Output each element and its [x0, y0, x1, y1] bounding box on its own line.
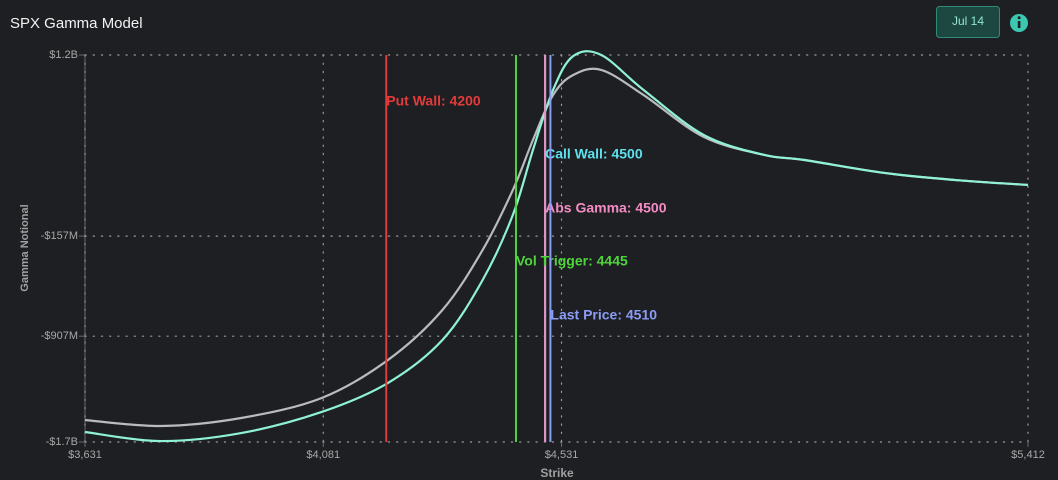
- x-tick-label: $4,531: [545, 449, 579, 461]
- info-dot[interactable]: [1017, 16, 1021, 20]
- series-line: [84, 50, 1029, 443]
- date-button[interactable]: [936, 6, 1000, 38]
- annotation-label: Abs Gamma: 4500: [545, 200, 667, 216]
- y-tick-label: $1.2B: [49, 49, 78, 61]
- info-stem[interactable]: [1017, 21, 1021, 28]
- date-button-label[interactable]: Jul 14: [952, 14, 984, 28]
- x-tick-label: $4,081: [306, 449, 340, 461]
- series-line: [84, 67, 1029, 428]
- info-icon[interactable]: [1010, 14, 1028, 32]
- y-tick-label: -$907M: [41, 330, 78, 342]
- x-tick-label: $5,412: [1011, 449, 1045, 461]
- annotation-label: Call Wall: 4500: [545, 146, 643, 162]
- y-tick-label: -$157M: [41, 230, 78, 242]
- y-axis-label: Gamma Notional: [19, 204, 31, 291]
- annotation-label: Vol Trigger: 4445: [516, 253, 628, 269]
- annotation-label: Last Price: 4510: [550, 307, 657, 323]
- annotation-label: Put Wall: 4200: [386, 93, 481, 109]
- x-tick-label: $3,631: [68, 449, 102, 461]
- y-tick-label: -$1.7B: [46, 436, 78, 448]
- x-axis-label: Strike: [540, 466, 574, 480]
- chart-title: SPX Gamma Model: [10, 15, 143, 32]
